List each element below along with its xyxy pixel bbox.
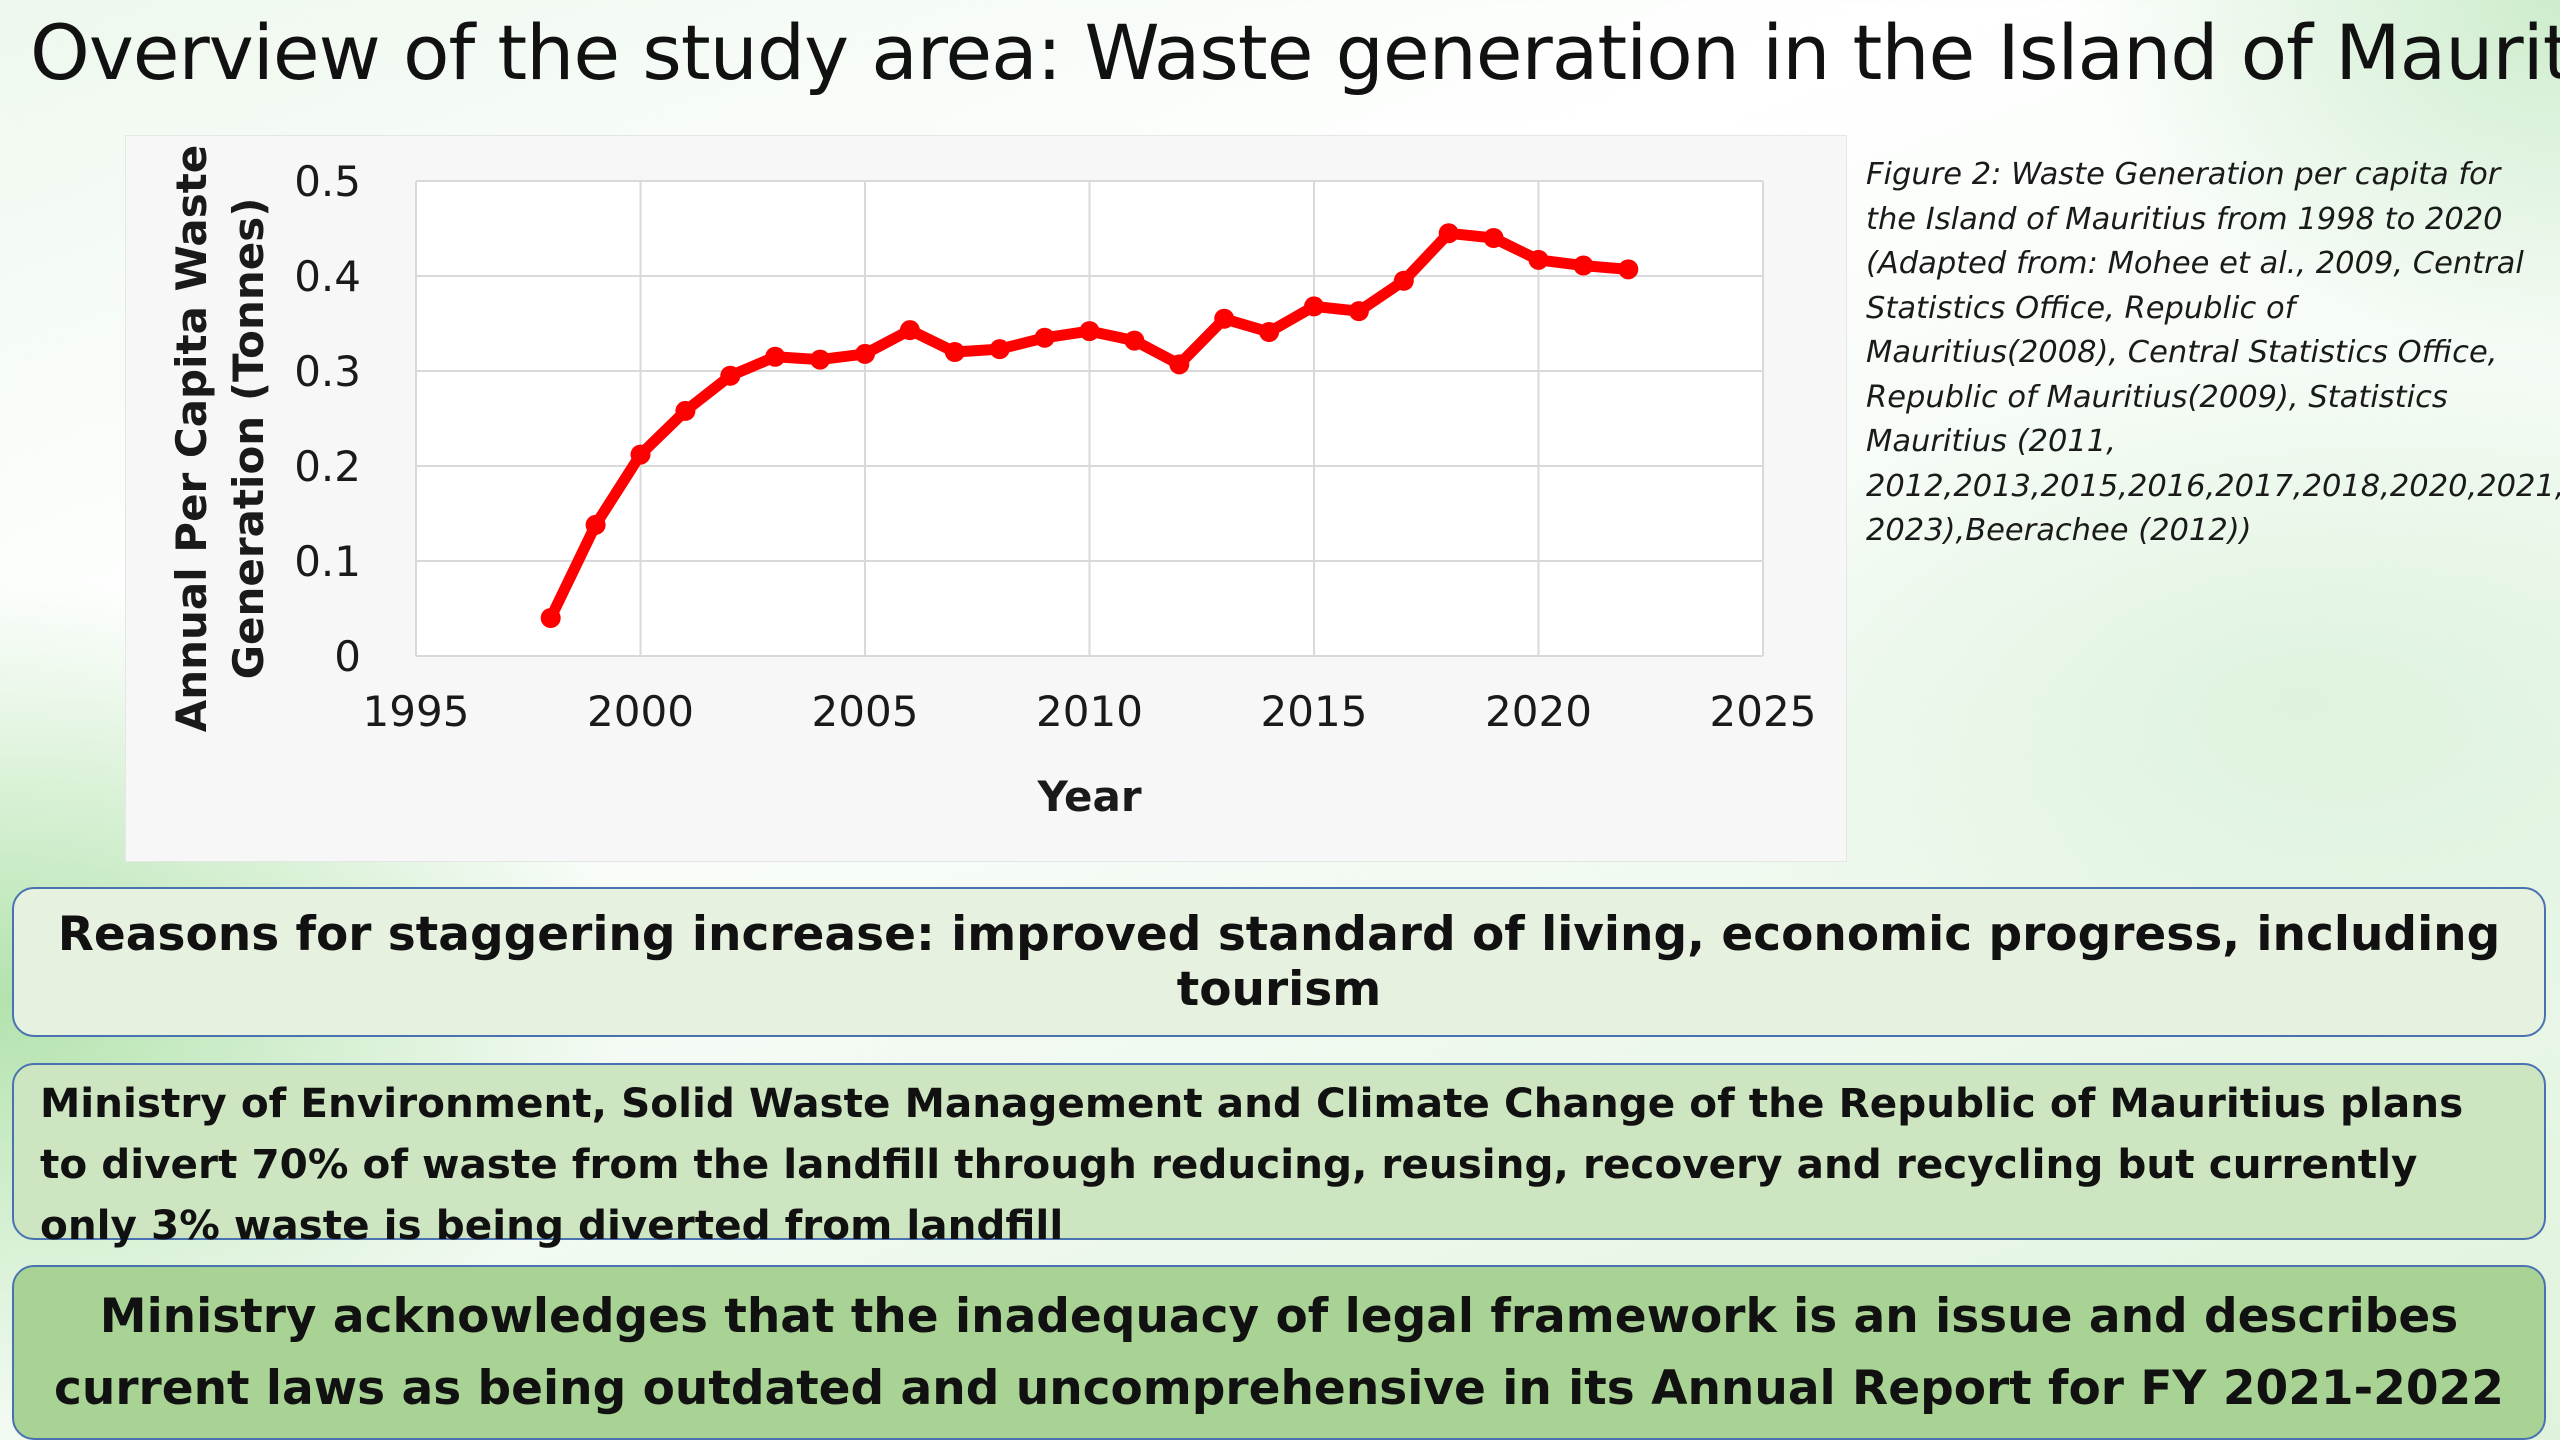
- y-tick-label: 0.4: [294, 252, 361, 301]
- data-point: [855, 343, 875, 364]
- y-tick-label: 0.1: [294, 537, 361, 586]
- legal-framework-text: Ministry acknowledges that the inadequac…: [54, 1288, 2504, 1416]
- data-point: [765, 346, 786, 367]
- data-point: [720, 365, 741, 386]
- x-tick-label: 2005: [812, 687, 919, 736]
- data-point: [899, 320, 920, 341]
- reasons-text: Reasons for staggering increase: improve…: [57, 907, 2501, 1017]
- x-tick-label: 2020: [1485, 687, 1592, 736]
- chart-panel: 0 0.1 0.2 0.3 0.4 0.5 1995 2000 2005 2010 2015 2020…: [125, 135, 1847, 862]
- figure-caption: Figure 2: Waste Generation per capita fo…: [1866, 157, 2560, 548]
- data-point: [944, 342, 965, 362]
- x-tick-label: 2010: [1036, 687, 1143, 736]
- y-axis-title-line: Generation (Tonnes): [224, 198, 273, 680]
- legal-framework-box: Ministry acknowledges that the inadequac…: [12, 1265, 2546, 1440]
- y-tick-label: 0.5: [294, 157, 361, 206]
- data-point: [1124, 330, 1145, 351]
- data-point: [1393, 270, 1414, 291]
- data-point: [810, 349, 831, 370]
- data-point: [1214, 308, 1235, 329]
- data-point: [1304, 296, 1324, 317]
- y-tick-label: 0.3: [294, 347, 361, 396]
- data-point: [1573, 255, 1594, 276]
- data-point: [1079, 321, 1100, 342]
- data-point: [675, 400, 696, 421]
- data-point: [1438, 223, 1459, 244]
- x-axis-title: Year: [1036, 772, 1141, 821]
- data-point: [1483, 228, 1504, 248]
- data-point: [1618, 259, 1639, 280]
- data-point: [630, 444, 651, 465]
- data-point: [1348, 301, 1369, 322]
- data-point: [1259, 322, 1280, 343]
- ministry-plan-box: Ministry of Environment, Solid Waste Man…: [12, 1063, 2546, 1249]
- slide-title: Overview of the study area: Waste genera…: [30, 8, 2560, 97]
- y-axis-title-line: Annual Per Capita Waste: [167, 145, 216, 733]
- line-chart: 0 0.1 0.2 0.3 0.4 0.5 1995 2000 2005 2010 2015 2020…: [167, 145, 1817, 821]
- reasons-box: Reasons for staggering increase: improve…: [12, 887, 2546, 1037]
- data-point: [1169, 354, 1190, 375]
- data-point: [585, 514, 606, 535]
- ministry-plan-text: Ministry of Environment, Solid Waste Man…: [40, 1079, 2464, 1249]
- x-tick-label: 2000: [587, 687, 694, 736]
- data-point: [1528, 249, 1549, 270]
- y-tick-label: 0.2: [294, 442, 361, 491]
- data-point: [989, 339, 1010, 360]
- y-tick-label: 0: [334, 632, 361, 681]
- data-point: [540, 608, 561, 628]
- x-tick-label: 2015: [1261, 687, 1368, 736]
- x-tick-label: 2025: [1710, 687, 1817, 736]
- x-tick-label: 1995: [363, 687, 470, 736]
- data-point: [1034, 327, 1055, 348]
